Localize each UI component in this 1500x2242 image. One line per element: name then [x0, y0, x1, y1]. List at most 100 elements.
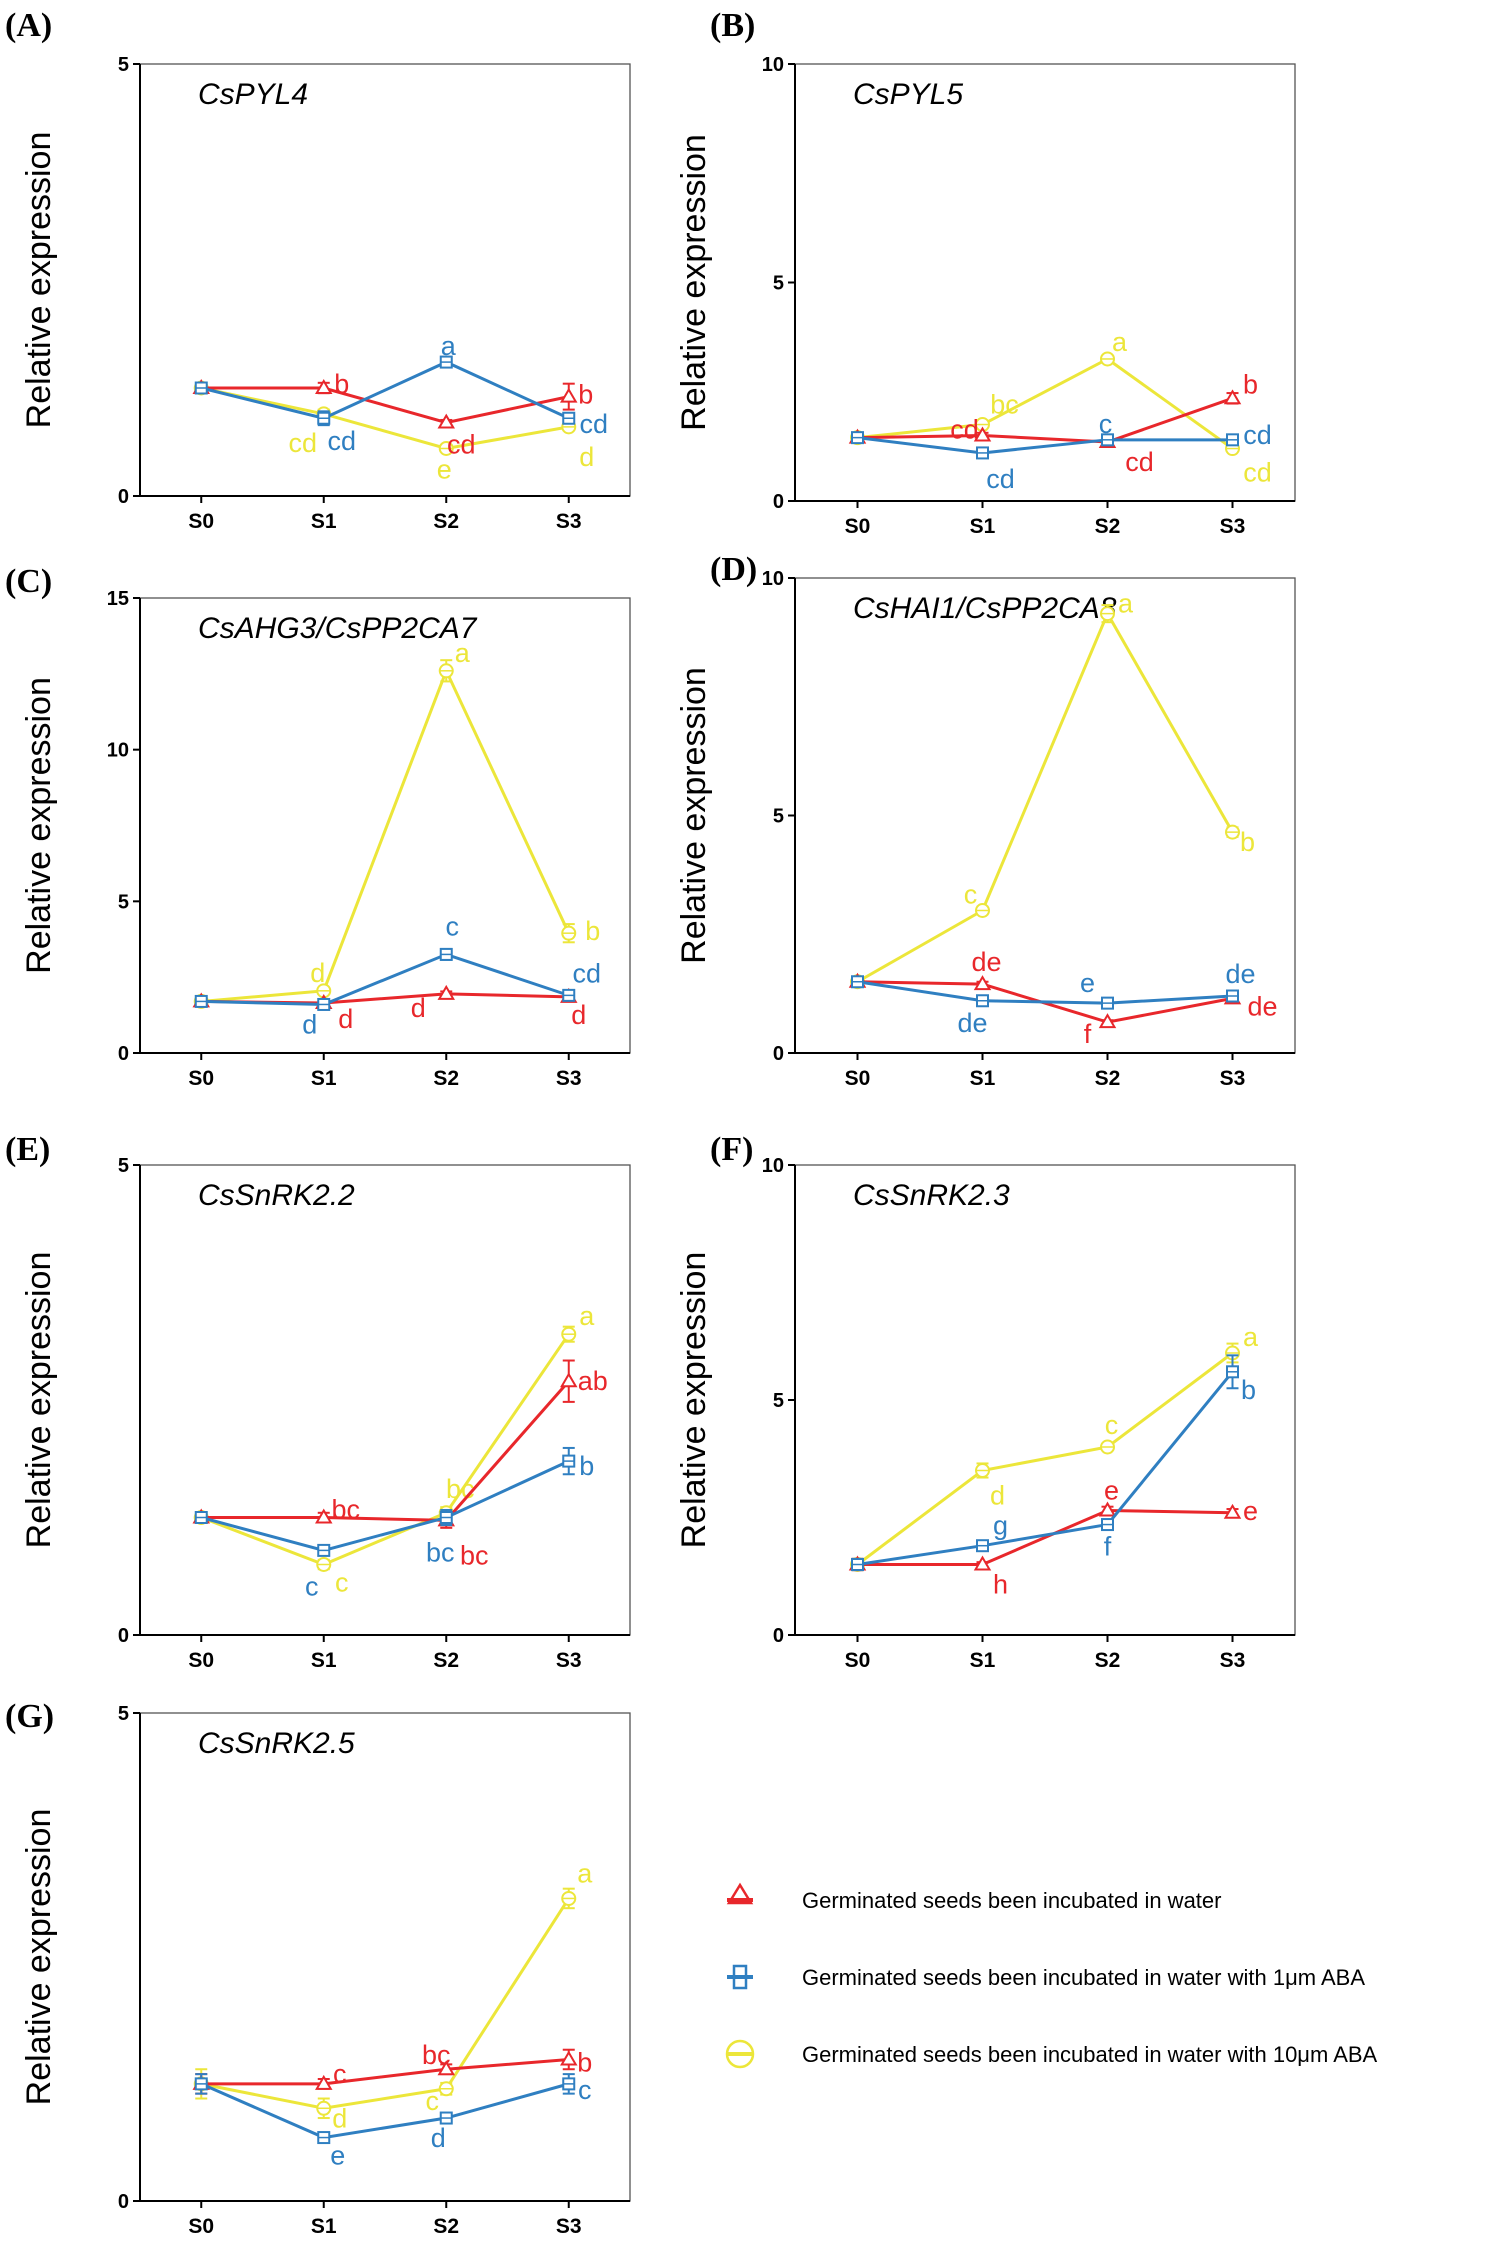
x-tick-label: S0	[845, 515, 871, 538]
y-tick-label: 5	[773, 806, 784, 828]
series-line	[200, 1333, 570, 1567]
y-tick-label: 0	[118, 486, 129, 508]
significance-letter: h	[993, 1570, 1008, 1600]
chart-title: CsPYL4	[198, 78, 308, 111]
chart-title: CsAHG3/CsPP2CA7	[198, 612, 478, 645]
y-tick-label: 0	[773, 1625, 784, 1647]
significance-letter: cd	[579, 409, 608, 439]
panel-letter: (B)	[710, 7, 755, 44]
significance-letter: e	[330, 2141, 345, 2171]
data-point-triangle	[1223, 389, 1242, 405]
legend-label: Germinated seeds been incubated in water	[802, 1888, 1221, 1913]
significance-letter: bc	[446, 1474, 475, 1504]
significance-letter: bc	[422, 2040, 451, 2070]
x-tick-label: S2	[1095, 515, 1121, 538]
panel-4: (D) CsHAI1/CsPP2CA8 Relative expression 0 5 1…	[675, 551, 1296, 1090]
significance-letter: cd	[1243, 420, 1272, 450]
data-point-triangle	[437, 2060, 455, 2076]
series-line	[857, 436, 1233, 455]
y-axis-label: Relative expression	[675, 134, 713, 431]
x-tick-label: S2	[433, 2215, 459, 2238]
x-tick-label: S1	[970, 515, 996, 538]
x-tick-label: S2	[433, 1649, 459, 1672]
data-point-triangle	[437, 984, 455, 1000]
legend-item-aba1: Germinated seeds been incubated in water…	[727, 1964, 1365, 1990]
y-tick-label: 10	[762, 54, 784, 76]
x-tick-label: S3	[1220, 1649, 1246, 1672]
significance-letter: d	[579, 442, 594, 472]
panel-letter: (C)	[5, 563, 52, 600]
x-tick-label: S3	[556, 510, 582, 533]
chart-title: CsSnRK2.5	[198, 1727, 355, 1760]
chart-title: CsSnRK2.2	[198, 1179, 355, 1212]
significance-letter: a	[455, 638, 471, 668]
series-aba1: edc	[194, 2073, 592, 2171]
x-tick-label: S2	[1095, 1067, 1121, 1090]
series-water: h e e	[848, 1475, 1258, 1600]
significance-letter: e	[1243, 1496, 1258, 1526]
significance-letter: d	[571, 1000, 586, 1030]
significance-letter: cd	[1125, 447, 1154, 477]
significance-letter: c	[305, 1571, 319, 1601]
significance-letter: cd	[950, 414, 979, 444]
significance-letter: d	[990, 1481, 1005, 1511]
x-tick-label: S2	[433, 1067, 459, 1090]
y-axis-label: Relative expression	[20, 1809, 58, 2106]
significance-letter: g	[993, 1511, 1008, 1541]
panel-7: (G) CsSnRK2.5 Relative expression 0 5 S0 S1 S2 S…	[5, 1698, 631, 2238]
significance-letter: d	[302, 1009, 317, 1039]
y-tick-label: 0	[118, 1625, 129, 1647]
series-aba10: dca	[193, 1858, 593, 2133]
significance-letter: c	[964, 880, 978, 910]
series-line	[200, 360, 570, 420]
x-tick-label: S3	[556, 2215, 582, 2238]
significance-letter: de	[1247, 991, 1277, 1021]
x-tick-label: S0	[188, 510, 214, 533]
data-point-triangle	[315, 379, 333, 394]
significance-letter: bc	[990, 390, 1019, 420]
x-tick-label: S1	[311, 510, 337, 533]
panel-2: (B) CsPYL5 Relative expression 0 5 10 S0 S1 S2 S3…	[675, 7, 1296, 538]
panel-letter: (A)	[5, 7, 52, 44]
plot-frame	[139, 597, 631, 1054]
x-tick-label: S0	[845, 1649, 871, 1672]
data-point-triangle	[560, 387, 578, 403]
x-tick-label: S3	[1220, 515, 1246, 538]
y-axis-label: Relative expression	[20, 1252, 58, 1549]
significance-letter: bc	[331, 1495, 360, 1525]
significance-letter: b	[577, 2047, 592, 2077]
series-line	[857, 1370, 1234, 1566]
legend-item-water: Germinated seeds been incubated in water	[726, 1882, 1221, 1913]
significance-letter: a	[579, 1301, 595, 1331]
x-tick-label: S0	[188, 1067, 214, 1090]
x-tick-label: S1	[311, 1649, 337, 1672]
legend-circle-icon	[725, 2039, 755, 2069]
chart-title: CsHAI1/CsPP2CA8	[853, 592, 1117, 625]
series-line	[200, 386, 570, 451]
significance-letter: b	[1240, 827, 1255, 857]
significance-letter: de	[957, 1008, 987, 1038]
y-tick-label: 0	[773, 1043, 784, 1065]
series-aba1: c bc b	[194, 1446, 594, 1601]
significance-letter: c	[1099, 409, 1113, 439]
x-tick-label: S3	[556, 1649, 582, 1672]
significance-letter: d	[332, 2103, 347, 2133]
y-tick-label: 5	[773, 273, 784, 295]
significance-letter: b	[1243, 369, 1258, 399]
significance-letter: cd	[327, 426, 356, 456]
y-tick-label: 0	[118, 2191, 129, 2213]
significance-letter: bc	[460, 1540, 489, 1570]
significance-letter: a	[1112, 327, 1128, 357]
significance-letter: f	[1084, 1019, 1092, 1049]
significance-letter: c	[335, 1568, 349, 1598]
panel-3: (C) CsAHG3/CsPP2CA7 Relative expression 0 5 1…	[5, 563, 631, 1090]
significance-letter: c	[333, 2059, 347, 2089]
data-point-triangle	[1098, 1501, 1117, 1517]
significance-letter: a	[441, 331, 457, 361]
significance-letter: d	[310, 958, 325, 988]
x-tick-label: S0	[845, 1067, 871, 1090]
x-tick-label: S1	[970, 1649, 996, 1672]
series-line	[201, 1380, 570, 1522]
x-tick-label: S0	[188, 2215, 214, 2238]
